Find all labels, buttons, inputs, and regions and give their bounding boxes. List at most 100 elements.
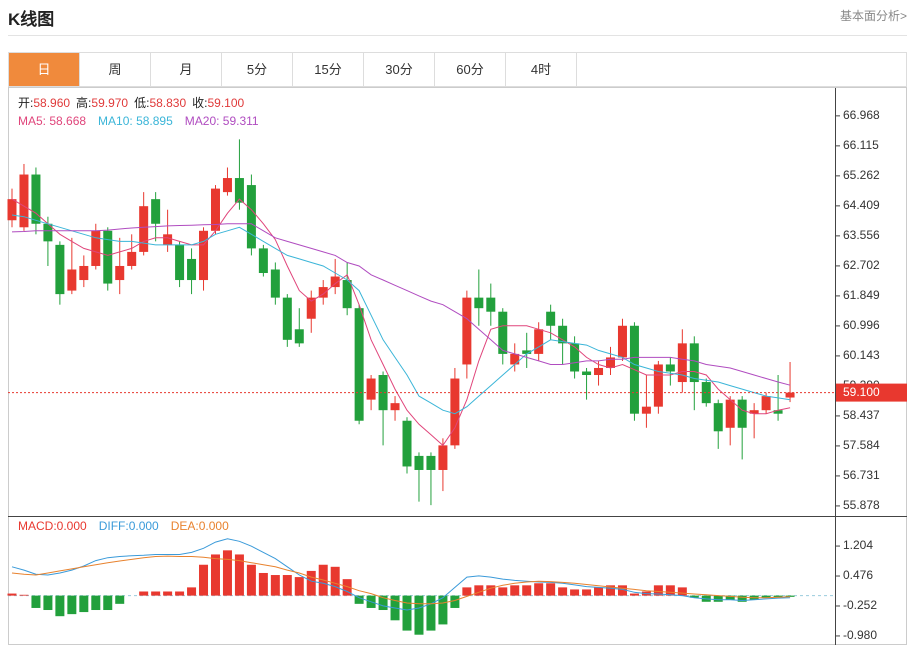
- candle-body: [606, 357, 615, 368]
- candle-body: [43, 223, 53, 242]
- macd-bar: [450, 595, 460, 608]
- candle-body: [342, 280, 352, 309]
- period-tab[interactable]: 60分: [435, 53, 506, 86]
- candle-body: [139, 206, 149, 252]
- candle-body: [414, 455, 424, 470]
- y-tick-label: 66.968: [843, 108, 880, 122]
- macd-bar: [522, 585, 532, 596]
- macd-bar: [175, 591, 185, 596]
- legend-entry: MA5: 58.668: [18, 114, 86, 128]
- candle-body: [522, 350, 532, 354]
- candle-body: [713, 403, 723, 432]
- candle-body: [354, 308, 364, 421]
- ma-line: [11, 198, 791, 447]
- y-tick-label: 66.115: [843, 138, 879, 152]
- candle-body: [570, 343, 580, 372]
- macd-line: [11, 538, 791, 611]
- candle-body: [665, 364, 675, 372]
- candle-body: [582, 371, 592, 376]
- y-tick-label: 63.556: [843, 228, 880, 242]
- macd-bar: [773, 595, 783, 598]
- macd-bar: [187, 587, 197, 596]
- candle-body: [378, 375, 388, 411]
- y-tick-label: 61.849: [843, 288, 880, 302]
- macd-line: [11, 555, 791, 605]
- macd-bar: [67, 595, 77, 615]
- period-tab[interactable]: 5分: [222, 53, 293, 86]
- macd-bar: [402, 595, 412, 631]
- macd-bar: [606, 585, 615, 596]
- macd-bar: [234, 554, 244, 596]
- ma-line: [11, 214, 791, 415]
- candle-body: [127, 251, 137, 266]
- y-tick-label: 1.204: [843, 538, 873, 552]
- y-tick-label: 64.409: [843, 198, 880, 212]
- period-tabs: 日周月 5分 15分 30分 60分 4时: [8, 52, 907, 87]
- macd-bar: [91, 595, 101, 611]
- macd-bar: [510, 585, 520, 596]
- legend-entry: DEA:0.000: [171, 519, 229, 533]
- macd-bar: [594, 587, 604, 596]
- macd-bar: [103, 595, 113, 611]
- y-tick-label: 60.143: [843, 348, 880, 362]
- y-tick-label: 65.262: [843, 168, 880, 182]
- info-value: 58.960: [33, 96, 70, 110]
- fundamental-link[interactable]: 基本面分析>: [839, 9, 907, 23]
- period-tab[interactable]: 15分: [293, 53, 364, 86]
- macd-bar: [246, 564, 256, 596]
- macd-bar: [785, 595, 795, 597]
- macd-bar: [282, 575, 292, 596]
- y-tick-label: 0.476: [843, 568, 873, 582]
- macd-bar: [689, 595, 699, 598]
- candle-body: [390, 403, 400, 411]
- period-tab[interactable]: 周: [80, 53, 151, 86]
- candle-body: [366, 378, 376, 400]
- macd-bar: [163, 591, 173, 596]
- macd-bar: [570, 589, 580, 596]
- macd-bar: [677, 587, 687, 596]
- candle-body: [474, 297, 484, 309]
- y-tick-label: -0.980: [843, 628, 877, 642]
- macd-bar: [438, 595, 448, 625]
- macd-bar: [19, 594, 29, 596]
- macd-bar: [199, 564, 209, 596]
- period-tab[interactable]: 日: [9, 53, 80, 86]
- candle-body: [749, 410, 759, 414]
- macd-bar: [79, 595, 89, 613]
- last-price-label: 59.100: [843, 385, 880, 399]
- macd-bar: [55, 595, 65, 617]
- ma-line: [11, 223, 791, 386]
- candle-body: [617, 325, 627, 358]
- macd-bar: [486, 585, 496, 596]
- period-tab[interactable]: 30分: [364, 53, 435, 86]
- macd-bar: [725, 595, 735, 600]
- candle-body: [210, 188, 220, 231]
- candle-body: [7, 199, 17, 221]
- candle-body: [510, 353, 520, 365]
- macd-bar: [294, 577, 304, 596]
- last-price-box: [836, 383, 907, 402]
- macd-bar: [498, 587, 508, 596]
- legend-entry: MA20: 59.311: [185, 114, 259, 128]
- candle-body: [402, 420, 412, 467]
- candle-body: [294, 329, 304, 344]
- macd-bar: [665, 585, 675, 596]
- candle-body: [199, 230, 209, 281]
- period-tab[interactable]: 4时: [506, 53, 577, 86]
- candle-body: [773, 410, 783, 414]
- info-value: 59.100: [207, 96, 244, 110]
- candle-body: [103, 230, 113, 284]
- macd-bar: [222, 550, 232, 596]
- macd-bar: [210, 554, 220, 596]
- info-value: 59.970: [91, 96, 128, 110]
- macd-bar: [558, 587, 568, 596]
- macd-bar: [7, 593, 17, 596]
- candle-body: [55, 244, 65, 295]
- macd-bar: [330, 566, 340, 596]
- macd-bar: [378, 595, 388, 611]
- y-tick-label: 58.437: [843, 408, 880, 422]
- candle-body: [498, 311, 508, 354]
- candle-body: [175, 244, 185, 281]
- period-tab[interactable]: 月: [151, 53, 222, 86]
